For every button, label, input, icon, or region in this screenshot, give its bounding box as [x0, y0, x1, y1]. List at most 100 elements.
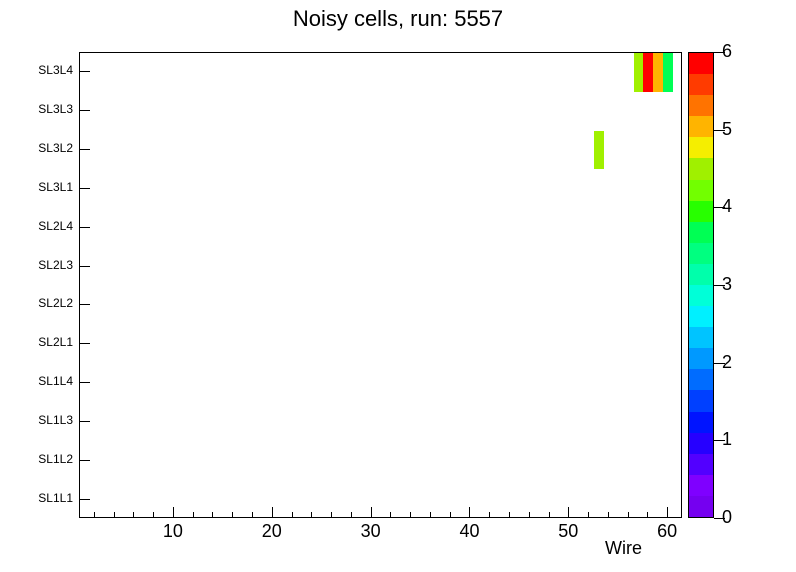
- x-axis-tick-label: 30: [360, 521, 381, 541]
- y-axis-tick: [79, 459, 90, 461]
- palette-band: [689, 284, 713, 307]
- x-axis-tick-label: 10: [162, 521, 183, 541]
- palette-band: [689, 74, 713, 96]
- heatmap-cell: [594, 130, 604, 170]
- x-axis-tick-label: 60: [657, 521, 678, 541]
- x-axis-minor-tick: [350, 512, 352, 518]
- palette-band: [689, 432, 713, 454]
- x-axis-minor-tick: [390, 512, 392, 518]
- palette-band: [689, 95, 713, 117]
- palette-band: [689, 390, 713, 412]
- palette-tick-label: 2: [722, 351, 733, 372]
- palette-band: [689, 369, 713, 391]
- heatmap-cell: [663, 53, 674, 92]
- palette-band: [689, 495, 713, 517]
- x-axis-major-tick: [667, 507, 669, 518]
- palette-tick-label: 5: [722, 118, 733, 139]
- y-axis-tick-label: SL2L4: [38, 218, 73, 233]
- palette-tick: [714, 285, 725, 286]
- x-axis-minor-tick: [113, 512, 115, 518]
- palette-tick: [714, 518, 725, 519]
- x-axis-minor-tick: [251, 512, 253, 518]
- y-axis-tick: [79, 110, 90, 112]
- palette-band: [689, 411, 713, 433]
- y-axis-tick-label: SL3L1: [38, 179, 73, 194]
- x-axis-minor-tick: [133, 512, 135, 518]
- x-axis-minor-tick: [449, 512, 451, 518]
- palette-band: [689, 327, 713, 349]
- x-axis-title: Wire: [605, 538, 642, 558]
- x-axis-minor-tick: [153, 512, 155, 518]
- x-axis-minor-tick: [93, 512, 95, 518]
- y-axis-tick-label: SL1L2: [38, 451, 73, 466]
- plot-frame: [79, 52, 682, 518]
- x-axis-minor-tick: [232, 512, 234, 518]
- palette-tick: [714, 207, 725, 209]
- y-axis-tick: [79, 265, 90, 267]
- palette-band: [689, 200, 713, 222]
- y-axis-tick-label: SL2L3: [38, 257, 73, 272]
- y-axis-tick: [79, 498, 90, 500]
- page-title: Noisy cells, run: 5557: [292, 6, 504, 31]
- x-axis-minor-tick: [509, 512, 510, 518]
- y-axis-tick: [79, 187, 90, 189]
- x-axis-major-tick: [172, 507, 174, 518]
- x-axis-tick-label: 20: [261, 521, 282, 541]
- heatmap-cell: [643, 53, 654, 92]
- y-axis-tick-label: SL3L4: [38, 63, 73, 78]
- y-axis-tick-label: SL1L1: [38, 490, 73, 505]
- x-axis-minor-tick: [410, 512, 412, 518]
- palette-band: [689, 116, 713, 138]
- palette-band: [689, 158, 713, 180]
- x-axis-minor-tick: [647, 512, 649, 518]
- heatmap-cell: [653, 53, 664, 92]
- heatmap-cell: [633, 53, 644, 92]
- palette-band: [689, 179, 713, 201]
- palette-band: [689, 221, 713, 243]
- palette-band: [689, 453, 713, 475]
- x-axis-minor-tick: [429, 512, 431, 518]
- y-axis-tick-label: SL2L1: [38, 335, 73, 350]
- y-axis-tick: [79, 226, 90, 228]
- x-axis-major-tick: [469, 507, 471, 518]
- y-axis-tick: [79, 71, 90, 73]
- x-axis-minor-tick: [192, 512, 194, 518]
- palette-band: [689, 348, 713, 370]
- x-axis-minor-tick: [548, 512, 550, 518]
- x-axis-major-tick: [370, 507, 372, 518]
- y-axis-tick-label: SL1L3: [38, 412, 73, 427]
- x-axis-minor-tick: [627, 512, 629, 518]
- y-axis-tick: [79, 420, 90, 422]
- palette-band: [689, 474, 713, 496]
- y-axis-tick-label: SL2L2: [38, 296, 73, 311]
- x-axis-major-tick: [568, 507, 570, 518]
- palette-band: [689, 242, 713, 264]
- x-axis-tick-label: 40: [459, 521, 480, 541]
- x-axis-minor-tick: [212, 512, 214, 518]
- y-axis-tick: [79, 382, 90, 384]
- x-axis-minor-tick: [489, 512, 491, 518]
- x-axis-minor-tick: [607, 512, 609, 518]
- palette-band: [689, 306, 713, 328]
- palette-tick-label: 4: [722, 196, 733, 217]
- x-axis-minor-tick: [311, 512, 313, 518]
- x-axis-major-tick: [271, 507, 273, 518]
- x-axis-minor-tick: [528, 512, 530, 518]
- x-axis-minor-tick: [331, 512, 333, 518]
- palette-band: [689, 263, 713, 285]
- y-axis-tick: [79, 304, 90, 306]
- palette-tick-label: 0: [722, 507, 733, 527]
- y-axis-tick-label: SL3L3: [38, 102, 73, 117]
- palette-tick-label: 3: [722, 274, 733, 294]
- palette-tick: [714, 362, 725, 364]
- color-palette-bar: [688, 52, 714, 518]
- palette-tick-label: 6: [722, 41, 733, 61]
- palette-band: [689, 137, 713, 159]
- y-axis-tick-label: SL3L2: [38, 141, 73, 156]
- palette-tick: [714, 440, 725, 442]
- palette-band: [689, 52, 713, 75]
- palette-tick: [714, 52, 725, 53]
- palette-tick: [714, 129, 725, 131]
- y-axis-tick-label: SL1L4: [38, 374, 73, 389]
